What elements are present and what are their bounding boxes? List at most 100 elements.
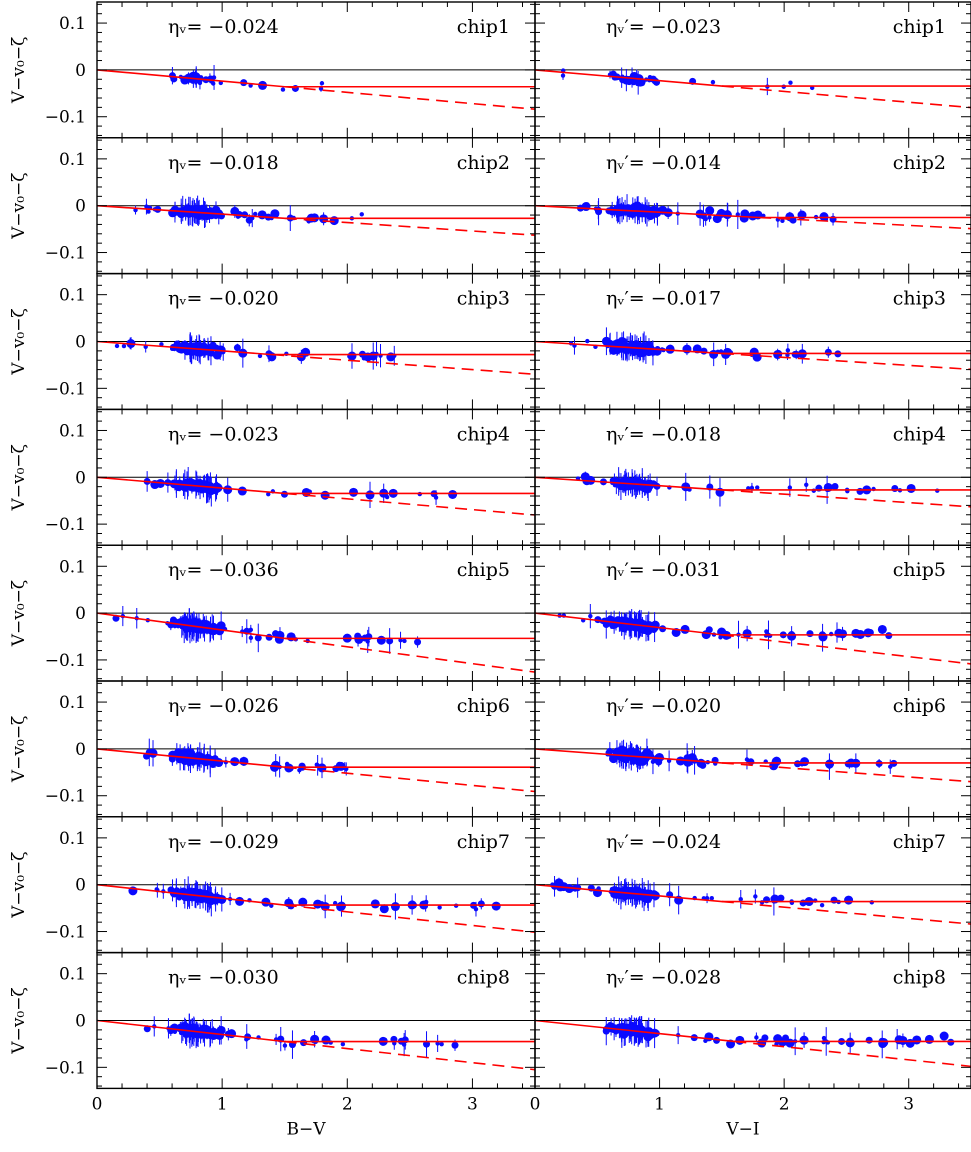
chip-label: chip4 bbox=[457, 423, 510, 445]
data-point bbox=[182, 620, 187, 625]
data-point bbox=[795, 353, 800, 358]
y-tick-label: 0.1 bbox=[59, 421, 86, 441]
chip-label: chip7 bbox=[893, 831, 946, 853]
eta-annotation: ηᵥ= −0.026 bbox=[168, 695, 279, 717]
data-point bbox=[924, 1034, 934, 1044]
data-point bbox=[614, 349, 620, 354]
data-point bbox=[257, 353, 263, 359]
data-point bbox=[211, 81, 216, 86]
data-point bbox=[838, 629, 848, 639]
data-point bbox=[617, 892, 625, 900]
data-point bbox=[189, 479, 197, 487]
data-point bbox=[742, 629, 752, 639]
data-point bbox=[939, 1031, 949, 1041]
data-point bbox=[172, 623, 178, 629]
y-tick-label: −0.1 bbox=[45, 651, 86, 671]
data-point bbox=[340, 1041, 346, 1047]
data-point bbox=[705, 206, 715, 216]
data-point bbox=[146, 209, 151, 214]
data-point bbox=[830, 896, 838, 904]
x-tick-label: 3 bbox=[903, 1094, 914, 1114]
data-point bbox=[806, 630, 814, 638]
chip-label: chip6 bbox=[893, 695, 946, 717]
data-point bbox=[725, 210, 730, 215]
eta-annotation: ηᵥ′= −0.018 bbox=[606, 423, 721, 445]
data-point bbox=[318, 86, 324, 91]
data-point bbox=[707, 215, 712, 220]
data-point bbox=[282, 1043, 288, 1048]
data-point bbox=[709, 349, 719, 359]
data-point bbox=[632, 342, 637, 347]
data-point bbox=[709, 896, 714, 901]
data-point bbox=[491, 901, 501, 911]
fit-lines bbox=[535, 1019, 971, 1068]
fit-lines bbox=[535, 69, 971, 109]
eta-annotation: ηᵥ′= −0.023 bbox=[606, 16, 721, 38]
fit-line-saturated bbox=[535, 612, 971, 636]
data-point bbox=[209, 341, 217, 349]
data-point bbox=[636, 751, 641, 756]
y-tick-label: 0 bbox=[75, 740, 86, 760]
y-tick-label: 0 bbox=[75, 61, 86, 81]
fit-line-linear-extension bbox=[734, 1040, 971, 1068]
data-point bbox=[215, 488, 221, 493]
data-points-chip6-col1 bbox=[605, 738, 898, 780]
y-axis-label: V−v₀−ζ bbox=[9, 444, 29, 511]
data-point bbox=[175, 623, 181, 629]
y-tick-label: 0 bbox=[75, 468, 86, 488]
data-point bbox=[354, 634, 364, 644]
data-point bbox=[300, 1039, 308, 1047]
chip-label: chip6 bbox=[457, 695, 510, 717]
data-point bbox=[224, 1030, 232, 1038]
data-point bbox=[248, 635, 254, 641]
data-point bbox=[752, 352, 762, 362]
fit-lines bbox=[535, 748, 971, 783]
fit-line-linear-extension bbox=[759, 216, 971, 230]
data-point bbox=[753, 894, 758, 899]
data-point bbox=[787, 485, 793, 490]
data-points-chip3-col0 bbox=[114, 332, 397, 370]
fit-lines bbox=[97, 883, 535, 934]
eta-annotation: ηᵥ= −0.023 bbox=[168, 423, 279, 445]
data-point bbox=[831, 482, 839, 490]
data-point bbox=[379, 904, 389, 914]
fit-lines bbox=[97, 476, 535, 516]
data-point bbox=[650, 759, 656, 765]
data-point bbox=[359, 212, 364, 217]
y-tick-label: 0.1 bbox=[59, 150, 86, 170]
y-tick-label: −0.1 bbox=[45, 515, 86, 535]
data-point bbox=[665, 344, 675, 354]
eta-annotation: ηᵥ= −0.024 bbox=[168, 16, 279, 38]
data-point bbox=[614, 207, 624, 217]
data-point bbox=[437, 905, 442, 910]
data-point bbox=[821, 1035, 827, 1041]
data-point bbox=[627, 749, 637, 759]
x-tick-label: 1 bbox=[654, 1094, 665, 1114]
data-point bbox=[319, 81, 325, 86]
data-point bbox=[898, 1035, 908, 1045]
y-tick-label: 0.1 bbox=[59, 14, 86, 34]
fit-lines bbox=[535, 883, 971, 925]
y-axis-label: V−v₀−ζ bbox=[9, 308, 29, 375]
y-axis-label: V−v₀−ζ bbox=[9, 37, 29, 104]
data-point bbox=[114, 343, 120, 349]
data-point bbox=[800, 757, 810, 767]
data-point bbox=[269, 903, 274, 908]
data-point bbox=[560, 73, 566, 78]
data-point bbox=[877, 624, 887, 634]
data-point bbox=[824, 348, 832, 356]
data-point bbox=[266, 491, 271, 497]
y-tick-label: 0 bbox=[75, 197, 86, 217]
fit-line-linear-extension bbox=[284, 904, 535, 934]
data-point bbox=[788, 80, 793, 85]
data-point bbox=[237, 486, 247, 496]
data-point bbox=[845, 760, 853, 768]
eta-annotation: ηᵥ′= −0.031 bbox=[606, 559, 721, 581]
chip-label: chip8 bbox=[893, 967, 946, 989]
data-point bbox=[216, 621, 226, 631]
data-point bbox=[640, 620, 645, 626]
x-tick-label: 0 bbox=[530, 1094, 541, 1114]
data-point bbox=[622, 347, 628, 353]
data-point bbox=[274, 634, 284, 644]
y-axis-label: V−v₀−ζ bbox=[9, 851, 29, 918]
